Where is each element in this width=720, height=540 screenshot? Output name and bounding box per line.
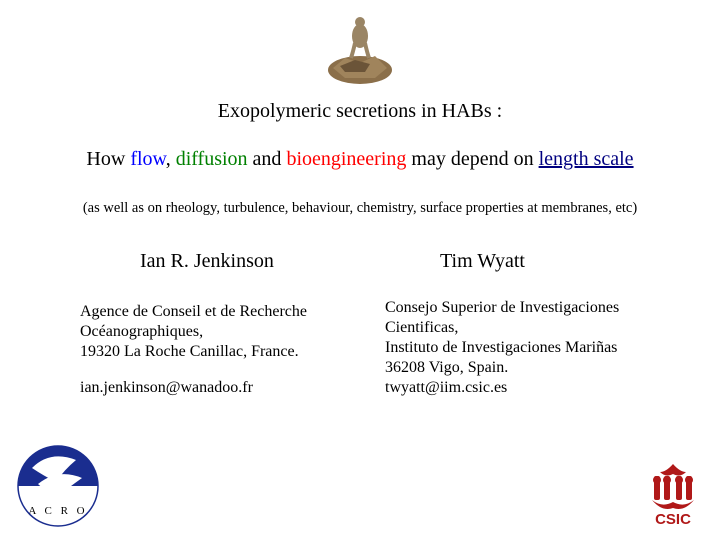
- header-image: [315, 8, 405, 88]
- title2-sep3: may depend on: [406, 148, 538, 170]
- affil-left-line2: Océanographiques,: [80, 322, 360, 342]
- title-line-2: How flow, diffusion and bioengineering m…: [0, 148, 720, 171]
- affiliation-right: Consejo Superior de Investigaciones Cien…: [385, 298, 675, 398]
- title2-sep1: ,: [166, 148, 176, 170]
- title2-diffusion: diffusion: [176, 148, 248, 170]
- title2-flow: flow: [130, 148, 165, 170]
- affil-left-line1: Agence de Conseil et de Recherche: [80, 302, 360, 322]
- author-left: Ian R. Jenkinson: [140, 250, 274, 273]
- affil-left-line3: 19320 La Roche Canillac, France.: [80, 342, 360, 362]
- affil-right-line4: 36208 Vigo, Spain.: [385, 358, 675, 378]
- title-line-1: Exopolymeric secretions in HABs :: [0, 100, 720, 123]
- affil-right-line3: Instituto de Investigaciones Mariñas: [385, 338, 675, 358]
- author-right: Tim Wyatt: [440, 250, 525, 273]
- title2-length: length scale: [539, 148, 634, 170]
- affil-right-line2: Cientificas,: [385, 318, 675, 338]
- affil-left-gap: [80, 362, 360, 378]
- title2-sep2: and: [248, 148, 287, 170]
- affiliation-left: Agence de Conseil et de Recherche Océano…: [80, 302, 360, 398]
- subtitle: (as well as on rheology, turbulence, beh…: [0, 200, 720, 217]
- title2-pre: How: [86, 148, 130, 170]
- acro-logo: A C R O: [14, 442, 109, 532]
- affil-left-email: ian.jenkinson@wanadoo.fr: [80, 378, 360, 398]
- acro-label-text: A C R O: [28, 505, 87, 517]
- affil-right-email: twyatt@iim.csic.es: [385, 378, 675, 398]
- csic-label-text: CSIC: [655, 511, 691, 528]
- affil-right-line1: Consejo Superior de Investigaciones: [385, 298, 675, 318]
- title2-bio: bioengineering: [286, 148, 406, 170]
- csic-logo: CSIC: [642, 462, 704, 528]
